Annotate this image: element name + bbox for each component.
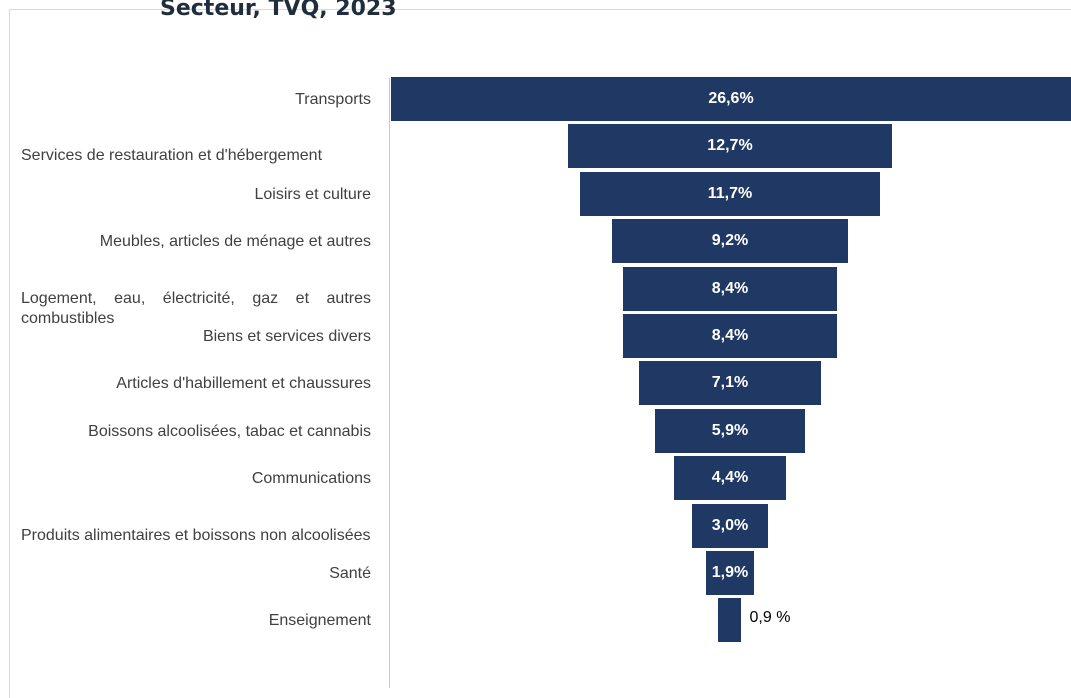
bar-value-label: 1,9% xyxy=(711,564,749,581)
bar-7 xyxy=(639,361,821,406)
bar-value-label: 8,4% xyxy=(711,279,749,297)
category-label: Meubles, articles de ménage et autres xyxy=(99,233,371,251)
category-label: Boissons alcoolisées, tabac et cannabis xyxy=(88,422,371,440)
bar-8 xyxy=(654,408,806,453)
category-label: Enseignement xyxy=(268,612,371,630)
chart-frame: Secteur, TVQ, 2023 xyxy=(9,0,1071,698)
bar-value-label: 12,7% xyxy=(707,137,753,155)
bar-value-label: 0,9 % xyxy=(749,609,791,627)
bar-value-label: 26,6% xyxy=(708,90,754,107)
category-label: Produits alimentaires et boissons non al… xyxy=(21,526,371,544)
bar-5 xyxy=(622,266,838,311)
bar-11 xyxy=(705,551,755,595)
bar-value-label: 11,7% xyxy=(707,184,753,202)
bar-value-label: 7,1% xyxy=(711,374,749,392)
bar-4 xyxy=(612,219,848,264)
bar-10 xyxy=(691,503,769,548)
bar-9 xyxy=(673,456,787,501)
category-label: Santé xyxy=(329,565,371,582)
category-label: Services de restauration et d'hébergemen… xyxy=(21,147,323,165)
bar-value-label: 8,4% xyxy=(711,327,749,344)
bar-12 xyxy=(718,598,742,643)
bar-value-label: 5,9% xyxy=(711,421,749,439)
category-label: Logement, eau, électricité, gaz et autre… xyxy=(21,289,371,327)
category-axis-line xyxy=(389,78,390,688)
bar-2 xyxy=(567,124,893,169)
category-label: Loisirs et culture xyxy=(254,185,372,203)
chart-title: Secteur, TVQ, 2023 xyxy=(160,0,397,21)
bar-3 xyxy=(580,171,880,216)
category-label: Transports xyxy=(295,91,371,108)
bar-value-label: 9,2% xyxy=(711,232,749,250)
bar-value-label: 4,4% xyxy=(711,469,749,487)
bar-value-label: 3,0% xyxy=(711,516,749,534)
category-label: Biens et services divers xyxy=(202,328,371,345)
category-label: Communications xyxy=(251,470,371,488)
bar-6 xyxy=(622,314,838,358)
bar-1 xyxy=(391,77,1071,121)
category-label: Articles d'habillement et chaussures xyxy=(116,375,371,393)
